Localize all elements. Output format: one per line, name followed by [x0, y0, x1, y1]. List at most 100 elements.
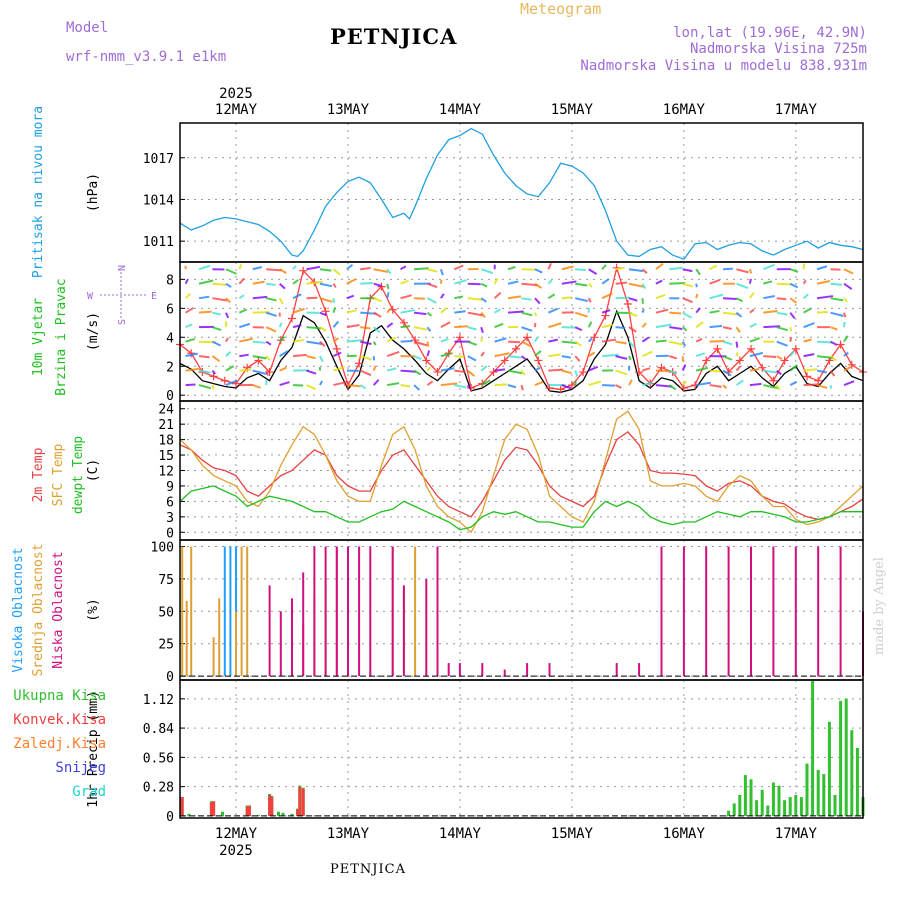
- wind-arrow: [803, 383, 820, 387]
- wind-arrow: [843, 312, 847, 318]
- wind-arrow: [601, 323, 614, 329]
- wind-arrow: [507, 265, 516, 271]
- wind-arrow: [534, 381, 544, 387]
- bar-srednja-oblacnost: [235, 611, 237, 677]
- day-label-bottom: 15MAY: [551, 826, 594, 842]
- wind-arrow: [252, 280, 265, 285]
- wind-arrow: [480, 365, 488, 372]
- y-tick-label: 0: [166, 389, 174, 404]
- wind-arrow: [803, 338, 812, 343]
- wind-arrow: [763, 355, 777, 358]
- wind-arrow: [332, 283, 337, 289]
- wind-arrow: [346, 384, 361, 388]
- wind-arrow: [440, 293, 445, 299]
- wind-arrow: [266, 297, 277, 302]
- y-unit-label: (C): [86, 459, 101, 482]
- y-tick-label: 3: [166, 511, 174, 526]
- gust-marker: [769, 376, 778, 385]
- wind-arrow: [789, 282, 799, 289]
- gust-marker: [747, 344, 756, 353]
- bar-niska-oblacnost: [817, 546, 820, 677]
- temp-side-label: SFC Temp: [51, 444, 66, 507]
- wind-arrow: [507, 280, 519, 285]
- wind-arrow: [803, 322, 815, 329]
- bar-niska-oblacnost: [682, 546, 685, 677]
- y-tick-label: 1017: [143, 152, 174, 167]
- bar-niska-oblacnost: [794, 546, 797, 677]
- wind-arrow: [669, 340, 684, 346]
- pressure-side-label: Pritisak na nivou mora: [31, 106, 46, 278]
- y-unit-label: (%): [86, 598, 101, 621]
- series-line-2m-temp: [179, 431, 864, 521]
- wind-arrow: [669, 311, 682, 315]
- y-tick-label: 15: [158, 449, 174, 464]
- bar-ukupna-kisa: [816, 769, 820, 816]
- model-name: wrf-nmm_v3.9.1 e1km: [66, 49, 227, 65]
- wind-arrow: [292, 293, 302, 300]
- wind-arrow: [789, 312, 796, 320]
- wind-arrow: [682, 282, 694, 288]
- bar-ukupna-kisa: [827, 721, 831, 816]
- wind-arrow: [776, 369, 782, 376]
- wind-arrow: [238, 277, 246, 285]
- wind-arrow: [843, 351, 849, 357]
- wind-arrow: [265, 326, 277, 333]
- wind-arrow: [279, 381, 290, 387]
- wind-arrow: [400, 265, 407, 271]
- wind-arrow: [265, 370, 270, 376]
- wind-arrow: [602, 353, 619, 358]
- temp-side-label: dewpt Temp: [71, 436, 86, 514]
- series-line-dewpt-temp: [179, 485, 863, 531]
- bar-ukupna-kisa: [788, 797, 792, 816]
- wind-arrow: [547, 293, 556, 300]
- wind-arrow: [735, 365, 742, 372]
- wind-arrow: [776, 355, 783, 360]
- bar-ukupna-kisa: [766, 805, 770, 816]
- bar-ukupna-kisa: [811, 680, 815, 816]
- wind-arrow: [668, 369, 678, 375]
- bar-niska-oblacnost: [335, 546, 338, 677]
- panel-frame: [179, 679, 864, 819]
- wind-arrow: [507, 369, 523, 375]
- bar-konvek-kisa: [301, 788, 305, 816]
- wind-arrow: [332, 351, 342, 358]
- wind-arrow: [561, 340, 578, 345]
- wind-arrow: [722, 355, 733, 361]
- wind-arrow: [561, 384, 572, 390]
- bar-ukupna-kisa: [727, 810, 731, 816]
- wind-arrow: [360, 282, 374, 285]
- bar-srednja-oblacnost: [218, 598, 221, 677]
- bar-niska-oblacnost: [347, 546, 349, 677]
- wind-arrow: [413, 340, 428, 347]
- gust-marker: [511, 344, 520, 353]
- wind-arrow: [292, 338, 305, 343]
- bar-niska-oblacnost: [291, 598, 293, 677]
- wind-arrow: [628, 297, 638, 302]
- wind-arrow: [332, 298, 336, 303]
- wind-arrow: [467, 355, 477, 362]
- bar-konvek-kisa: [212, 801, 216, 816]
- wind-arrow: [695, 307, 701, 314]
- wind-arrow: [776, 311, 788, 316]
- lonlat-label: lon,lat (19.96E, 42.9N): [673, 25, 867, 41]
- wind-arrow: [319, 268, 332, 272]
- wind-arrow: [386, 367, 397, 372]
- wind-arrow: [373, 311, 382, 318]
- wind-arrow: [427, 268, 438, 273]
- gust-marker: [635, 368, 644, 377]
- wind-arrow: [641, 283, 647, 290]
- wind-arrow: [292, 307, 305, 314]
- wind-arrow: [843, 365, 852, 372]
- wind-arrow: [642, 367, 651, 372]
- wind-arrow: [588, 268, 598, 275]
- wind-arrow: [615, 326, 626, 329]
- gust-marker: [422, 356, 431, 365]
- gust-marker: [567, 381, 576, 390]
- bar-niska-oblacnost: [526, 663, 529, 677]
- wind-arrow: [574, 370, 579, 377]
- bar-ukupna-kisa: [771, 782, 775, 816]
- wind-arrow: [198, 310, 212, 314]
- bar-konvek-kisa: [296, 809, 300, 816]
- wind-arrow: [763, 280, 773, 285]
- wind-arrow: [265, 379, 268, 386]
